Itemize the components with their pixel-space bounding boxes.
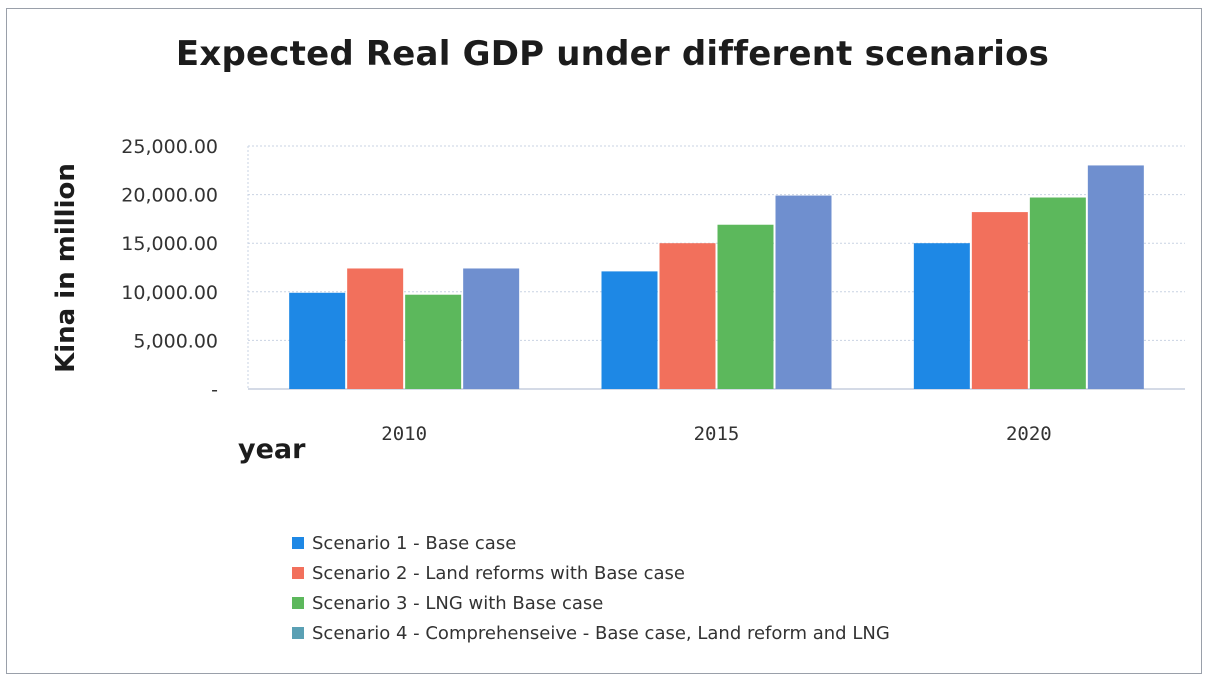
bar-2-2020 — [971, 212, 1028, 389]
bar-4-2010 — [463, 268, 520, 389]
y-tick-label: 20,000.00 — [121, 185, 218, 207]
legend-item: Scenario 3 - LNG with Base case — [292, 588, 890, 618]
legend-label: Scenario 2 - Land reforms with Base case — [312, 562, 685, 584]
bar-3-2015 — [717, 224, 774, 389]
chart-title: Expected Real GDP under different scenar… — [175, 34, 1050, 74]
y-tick-label: 5,000.00 — [133, 330, 218, 352]
bar-3-2010 — [405, 294, 462, 389]
legend-label: Scenario 3 - LNG with Base case — [312, 592, 604, 614]
legend-swatch — [292, 627, 304, 639]
x-tick-label: 2020 — [1006, 423, 1052, 445]
bar-1-2015 — [601, 271, 658, 389]
legend-label: Scenario 1 - Base case — [312, 532, 517, 554]
y-tick-label: 10,000.00 — [121, 282, 218, 304]
legend-label: Scenario 4 - Comprehenseive - Base case,… — [312, 622, 890, 644]
bar-1-2010 — [289, 292, 346, 389]
legend: Scenario 1 - Base case Scenario 2 - Land … — [292, 528, 890, 648]
x-axis-label: year — [238, 434, 306, 465]
legend-swatch — [292, 597, 304, 609]
legend-swatch — [292, 537, 304, 549]
bar-3-2020 — [1029, 197, 1086, 389]
bar-4-2015 — [775, 195, 832, 389]
legend-item: Scenario 4 - Comprehenseive - Base case,… — [292, 618, 890, 648]
legend-swatch — [292, 567, 304, 579]
y-tick-label: 25,000.00 — [121, 136, 218, 158]
bar-1-2020 — [913, 243, 970, 389]
bar-2-2010 — [347, 268, 404, 389]
y-tick-label: 15,000.00 — [121, 233, 218, 255]
y-tick-label: - — [211, 379, 218, 401]
x-tick-label: 2015 — [694, 423, 740, 445]
bar-2-2015 — [659, 243, 716, 389]
legend-item: Scenario 1 - Base case — [292, 528, 890, 558]
bar-4-2020 — [1087, 165, 1144, 389]
legend-item: Scenario 2 - Land reforms with Base case — [292, 558, 890, 588]
x-tick-label: 2010 — [381, 423, 427, 445]
